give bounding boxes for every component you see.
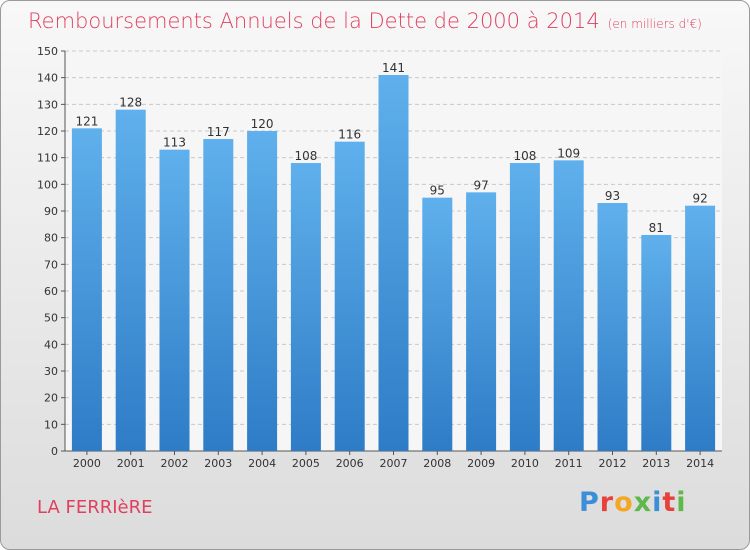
x-tick-label: 2003: [204, 457, 232, 470]
x-tick-label: 2000: [73, 457, 101, 470]
bar: [466, 192, 497, 452]
data-label: 93: [605, 189, 620, 203]
y-tick-label: 150: [37, 45, 58, 58]
data-label: 97: [473, 178, 488, 192]
title-unit: (en milliers d'€): [607, 17, 702, 31]
x-tick-label: 2005: [292, 457, 320, 470]
bar: [203, 139, 234, 451]
logo-letter: P: [579, 487, 600, 518]
data-label: 113: [163, 136, 186, 150]
data-label: 95: [430, 184, 445, 198]
logo-letter: t: [662, 487, 677, 518]
data-label: 121: [75, 114, 98, 128]
y-tick-label: 80: [44, 232, 58, 245]
y-tick-label: 10: [44, 418, 58, 431]
bar: [378, 75, 409, 451]
logo-letter: i: [652, 487, 663, 518]
bar: [685, 205, 716, 451]
x-tick-label: 2011: [555, 457, 583, 470]
commune-name: LA FERRIèRE: [37, 497, 153, 518]
y-tick-label: 20: [44, 392, 58, 405]
x-tick-label: 2014: [686, 457, 714, 470]
x-tick-label: 2007: [380, 457, 408, 470]
bar: [509, 163, 540, 451]
y-tick-label: 130: [37, 98, 58, 111]
logo-letter: o: [614, 487, 634, 518]
bar: [422, 197, 453, 451]
bar: [71, 128, 102, 451]
y-tick-label: 90: [44, 205, 58, 218]
data-label: 128: [119, 96, 142, 110]
x-tick-label: 2001: [117, 457, 145, 470]
x-tick-label: 2013: [642, 457, 670, 470]
proxiti-logo: Proxiti: [579, 487, 687, 518]
data-label: 141: [382, 61, 405, 75]
y-tick-label: 30: [44, 365, 58, 378]
data-label: 116: [338, 128, 361, 142]
bar: [597, 203, 628, 451]
logo-letter: i: [676, 487, 687, 518]
data-label: 120: [251, 117, 274, 131]
bar: [247, 131, 278, 451]
data-label: 109: [557, 146, 580, 160]
data-label: 81: [649, 221, 664, 235]
x-tick-label: 2010: [511, 457, 539, 470]
y-tick-label: 120: [37, 125, 58, 138]
logo-letter: x: [633, 487, 653, 518]
bar: [641, 235, 672, 451]
logo-letter: r: [599, 487, 615, 518]
x-tick-label: 2008: [423, 457, 451, 470]
y-tick-label: 140: [37, 72, 58, 85]
x-tick-label: 2012: [599, 457, 627, 470]
x-tick-label: 2006: [336, 457, 364, 470]
bar: [159, 149, 190, 451]
y-tick-label: 110: [37, 152, 58, 165]
title-text: Remboursements Annuels de la Dette de 20…: [28, 9, 600, 33]
data-label: 117: [207, 125, 230, 139]
bar: [334, 141, 365, 451]
data-label: 108: [513, 149, 536, 163]
x-tick-label: 2002: [161, 457, 189, 470]
y-tick-label: 70: [44, 258, 58, 271]
chart-title: Remboursements Annuels de la Dette de 20…: [28, 9, 702, 33]
bar: [290, 163, 321, 451]
y-tick-label: 0: [51, 445, 58, 458]
y-tick-label: 50: [44, 312, 58, 325]
y-tick-label: 60: [44, 285, 58, 298]
y-tick-label: 40: [44, 338, 58, 351]
x-tick-label: 2009: [467, 457, 495, 470]
data-label: 108: [294, 149, 317, 163]
data-label: 92: [692, 192, 707, 206]
x-tick-label: 2004: [248, 457, 276, 470]
bar: [115, 109, 146, 452]
y-tick-label: 100: [37, 178, 58, 191]
bar: [553, 160, 584, 452]
